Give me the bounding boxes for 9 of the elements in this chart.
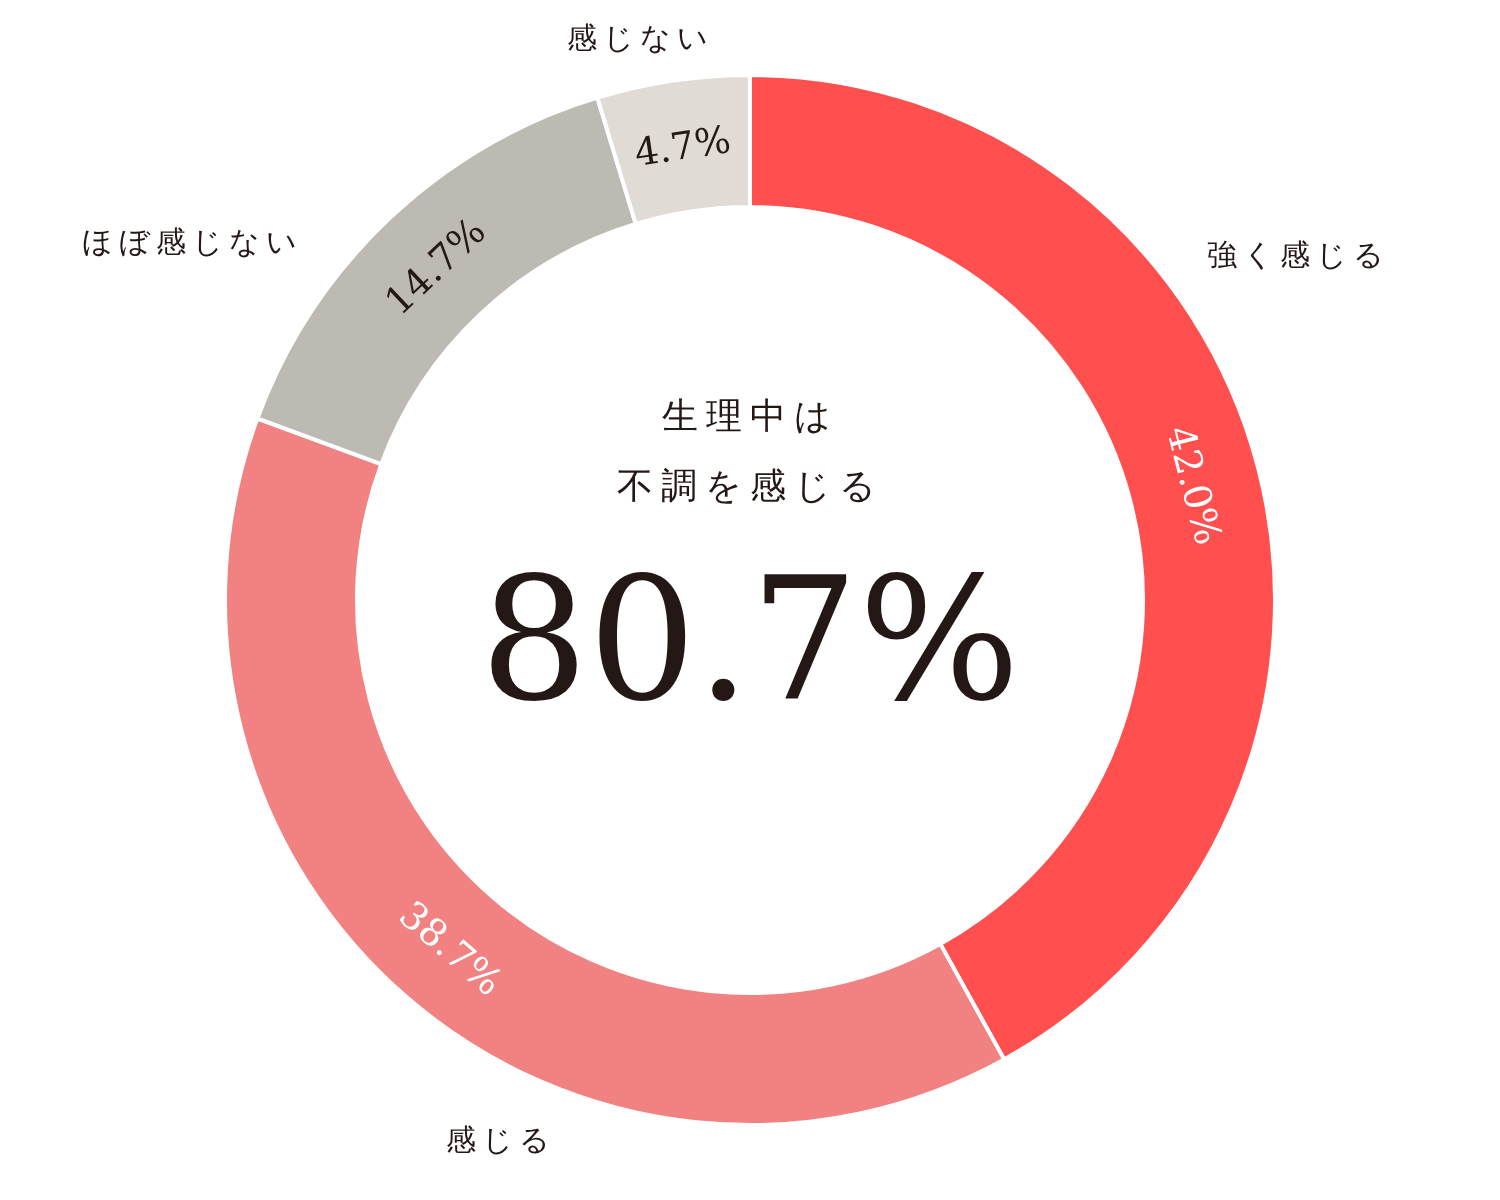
text: 80.7% (479, 541, 1021, 739)
slice-label: 感じない (567, 20, 715, 55)
data-label: 4.7% (631, 117, 734, 175)
slice-label: 感じる (446, 1121, 557, 1157)
slice-label: 強く感じる (1206, 236, 1390, 272)
data-label: 42.0% (1158, 421, 1231, 550)
text: 生理中は (661, 394, 839, 436)
slice-label: ほぼ感じない (82, 223, 304, 259)
text: 不調を感じる (616, 464, 884, 506)
